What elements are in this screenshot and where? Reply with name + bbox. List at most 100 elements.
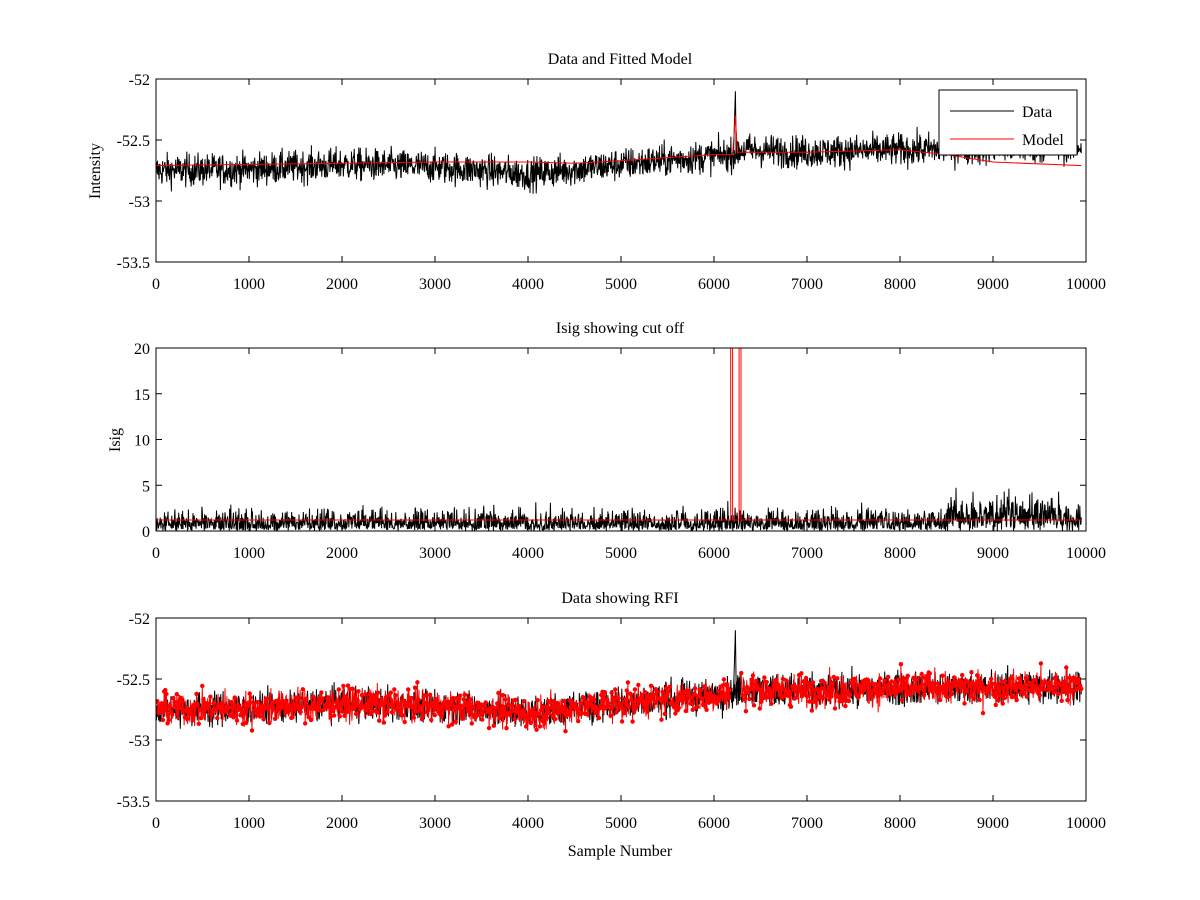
rfi-marker xyxy=(739,670,744,676)
rfi-marker xyxy=(962,701,967,706)
rfi-marker xyxy=(224,709,229,714)
rfi-marker xyxy=(721,677,727,682)
rfi-marker xyxy=(328,714,333,719)
rfi-marker xyxy=(281,705,286,710)
rfi-marker xyxy=(699,696,705,701)
rfi-marker xyxy=(654,689,659,694)
rfi-marker xyxy=(698,688,703,693)
rfi-marker xyxy=(290,715,295,720)
rfi-marker xyxy=(1058,682,1063,688)
rfi-marker xyxy=(683,708,688,714)
rfi-marker xyxy=(681,694,686,699)
rfi-marker xyxy=(574,706,580,712)
rfi-marker xyxy=(832,706,838,711)
rfi-marker xyxy=(1008,676,1013,681)
rfi-marker xyxy=(941,683,946,689)
rfi-marker xyxy=(530,708,536,713)
rfi-marker xyxy=(585,712,590,717)
rfi-marker xyxy=(194,691,199,697)
rfi-marker xyxy=(543,704,548,709)
rfi-marker xyxy=(1027,680,1032,685)
rfi-marker xyxy=(603,705,609,710)
rfi-marker xyxy=(1072,675,1077,681)
rfi-marker xyxy=(533,722,538,728)
rfi-marker xyxy=(839,684,845,689)
rfi-marker xyxy=(986,688,991,693)
rfi-marker xyxy=(491,723,496,728)
rfi-marker xyxy=(526,716,531,721)
rfi-marker xyxy=(749,677,754,682)
rfi-marker xyxy=(714,701,720,706)
rfi-marker xyxy=(776,682,781,687)
panel-3-title: Data showing RFI xyxy=(561,590,678,607)
rfi-marker xyxy=(576,718,581,724)
rfi-marker xyxy=(994,682,1000,688)
rfi-marker xyxy=(350,686,355,691)
rfi-marker xyxy=(1044,680,1049,685)
x-tick-label: 9000 xyxy=(977,545,1009,562)
rfi-marker xyxy=(852,676,857,681)
rfi-marker xyxy=(822,680,827,685)
y-tick-label: -52.5 xyxy=(117,672,150,689)
x-tick-label: 1000 xyxy=(233,276,265,293)
rfi-marker xyxy=(562,698,567,704)
rfi-marker xyxy=(964,689,969,694)
y-tick-label: -53 xyxy=(129,733,150,750)
x-tick-label: 5000 xyxy=(605,815,637,832)
x-tick-label: 5000 xyxy=(605,276,637,293)
rfi-marker xyxy=(905,673,910,678)
rfi-marker xyxy=(390,705,396,710)
rfi-marker xyxy=(359,693,365,698)
x-tick-label: 4000 xyxy=(512,545,544,562)
rfi-marker xyxy=(534,727,539,732)
rfi-marker xyxy=(417,707,422,713)
rfi-marker xyxy=(496,690,501,696)
rfi-marker xyxy=(1064,665,1069,670)
rfi-marker xyxy=(876,684,882,689)
panel-3-xlabel: Sample Number xyxy=(568,843,673,860)
rfi-marker xyxy=(928,688,934,693)
y-tick-label: -52 xyxy=(129,611,150,628)
rfi-marker xyxy=(704,707,709,712)
rfi-marker xyxy=(868,694,873,699)
rfi-marker xyxy=(980,710,986,716)
rfi-marker xyxy=(1045,687,1051,693)
rfi-marker xyxy=(840,698,846,703)
rfi-marker xyxy=(259,710,264,715)
rfi-marker xyxy=(665,692,670,698)
rfi-marker xyxy=(416,697,421,702)
rfi-marker xyxy=(843,703,848,709)
rfi-marker xyxy=(908,690,913,695)
rfi-marker xyxy=(248,695,253,700)
rfi-marker xyxy=(639,692,644,698)
rfi-marker xyxy=(975,673,980,678)
rfi-marker xyxy=(195,702,200,708)
rfi-marker xyxy=(750,673,756,678)
rfi-marker xyxy=(337,714,343,719)
rfi-marker xyxy=(997,687,1002,692)
rfi-marker xyxy=(157,710,162,715)
rfi-marker xyxy=(1007,684,1012,689)
rfi-marker xyxy=(673,711,678,716)
rfi-marker xyxy=(866,678,871,683)
rfi-marker xyxy=(778,688,783,693)
rfi-marker xyxy=(394,707,399,712)
rfi-marker xyxy=(571,701,576,706)
rfi-marker xyxy=(795,684,801,689)
x-tick-label: 9000 xyxy=(977,276,1009,293)
rfi-marker xyxy=(532,717,537,722)
legend: Data Model xyxy=(938,89,1078,156)
rfi-marker xyxy=(921,693,927,698)
rfi-marker xyxy=(743,709,749,714)
rfi-marker xyxy=(561,705,566,710)
rfi-marker xyxy=(1016,676,1022,681)
rfi-marker xyxy=(495,701,500,706)
rfi-marker xyxy=(365,704,370,709)
rfi-marker xyxy=(751,703,757,708)
rfi-marker xyxy=(780,676,786,682)
rfi-marker xyxy=(889,679,894,684)
rfi-marker xyxy=(503,697,508,702)
panel-isig: Isig showing cut off Isig 0 1000 2000 3000 4… xyxy=(107,320,1106,562)
rfi-marker xyxy=(615,707,620,712)
rfi-marker xyxy=(899,697,905,703)
